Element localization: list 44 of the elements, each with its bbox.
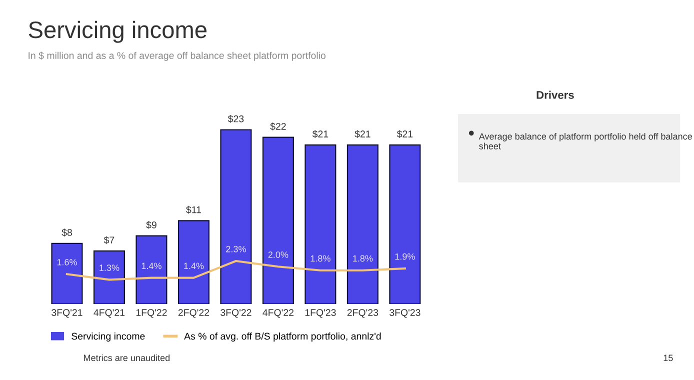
x-tick-label: 4FQ'21 <box>94 309 125 318</box>
data-label: $7 <box>104 236 114 244</box>
bar <box>389 144 421 304</box>
data-label: 2.0% <box>268 252 288 258</box>
data-label: 2.3% <box>226 246 246 252</box>
legend-label: Servicing income <box>72 332 145 342</box>
x-tick-label: 3FQ'23 <box>390 309 420 318</box>
bar <box>262 136 294 304</box>
data-label: $23 <box>228 114 244 123</box>
legend-label: As % of avg. off B/S platform portfolio, annlz'd <box>184 332 381 342</box>
data-label: $21 <box>396 130 413 138</box>
data-label: 1.4% <box>184 262 204 270</box>
x-tick-label: 1FQ'22 <box>136 309 167 318</box>
data-label: $22 <box>270 122 286 130</box>
bar <box>93 250 125 304</box>
x-tick-label: 1FQ'23 <box>305 309 336 318</box>
text: Drivers <box>536 90 574 99</box>
data-label: $21 <box>312 130 328 138</box>
bar <box>136 235 168 304</box>
data-label: 1.9% <box>395 253 415 260</box>
data-label: $21 <box>354 130 370 138</box>
text: Average balance of platform portfolio held off balance sheet <box>478 133 692 150</box>
data-label: 1.3% <box>100 264 120 271</box>
x-tick-label: 4FQ'22 <box>262 309 294 318</box>
data-label: 1.4% <box>142 262 162 270</box>
bar <box>346 144 378 304</box>
x-tick-label: 3FQ'21 <box>52 309 82 318</box>
data-label: $9 <box>146 221 156 229</box>
x-tick-label: 3FQ'22 <box>220 309 252 318</box>
chart-subtitle: In $ million and as a % of average off balance sheet platform portfolio <box>28 52 326 61</box>
data-label: 1.6% <box>57 258 77 266</box>
bar <box>178 220 210 304</box>
data-label: $8 <box>62 228 72 236</box>
bar <box>51 242 83 304</box>
x-tick-label: 2FQ'23 <box>347 309 378 318</box>
text: Metrics are unaudited <box>84 354 170 362</box>
data-label: 1.8% <box>310 255 330 262</box>
bar <box>304 144 336 304</box>
bar <box>220 129 252 304</box>
data-label: 1.8% <box>353 255 373 262</box>
text: 15 <box>664 354 673 362</box>
data-label: $11 <box>186 206 201 214</box>
x-tick-label: 2FQ'22 <box>178 309 210 318</box>
chart-title: Servicing income <box>28 20 206 43</box>
